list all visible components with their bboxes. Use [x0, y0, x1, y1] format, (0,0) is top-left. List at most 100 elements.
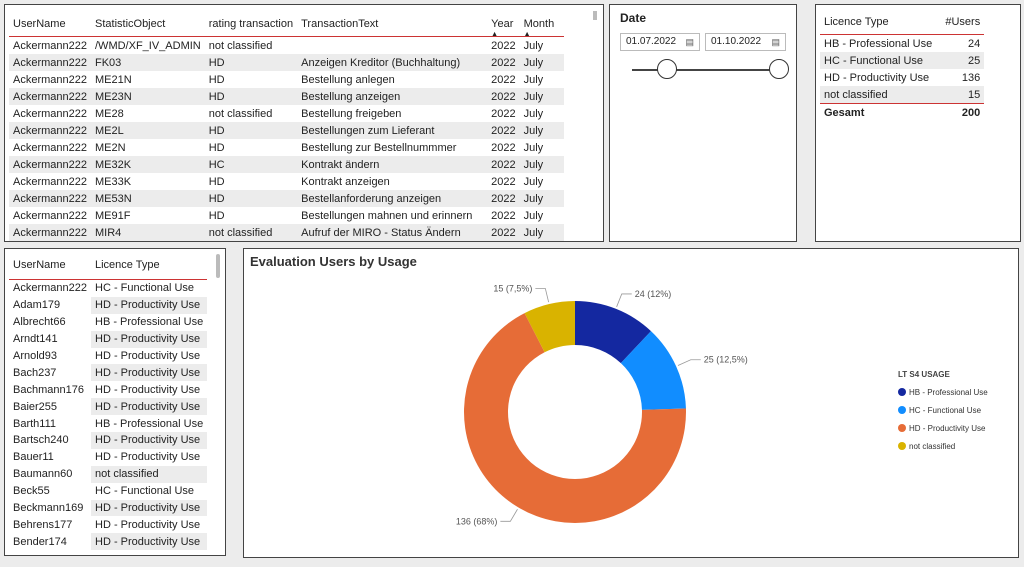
table-row[interactable]: Adam179 HD - Productivity Use [9, 296, 208, 314]
cell-licence-type: HB - Professional Use [95, 316, 204, 329]
legend-item[interactable]: HB - Professional Use [898, 383, 988, 401]
col-header-transactiontext[interactable]: TransactionText [301, 17, 379, 30]
table-row[interactable]: Arnold93 HD - Productivity Use [9, 348, 207, 365]
cell-username: Beckmann169 [13, 502, 84, 515]
col-header-username[interactable]: UserName [13, 17, 66, 30]
cell-transactiontext: Bestellungen mahnen und erinnern [301, 209, 473, 222]
table-row[interactable]: Albrecht66 HB - Professional Use [9, 314, 207, 331]
users-licence-table: UserName Licence Type Ackermann222 HC - F… [9, 251, 208, 551]
cell-username: Bachmann176 [13, 383, 84, 396]
start-slider-handle[interactable] [657, 59, 677, 79]
scrollbar-thumb[interactable] [593, 11, 597, 20]
cell-username: Ackermann222 [13, 282, 87, 295]
table-row[interactable]: Bartsch240 HD - Productivity Use [9, 432, 208, 449]
table-row[interactable]: Bach237 HD - Productivity Use [9, 364, 208, 382]
cell-username: Albrecht66 [13, 316, 66, 329]
cell-username: Ackermann222 [13, 124, 87, 137]
donut-slice[interactable] [464, 313, 686, 523]
table-row[interactable]: Ackermann222 FK03 HD Anzeigen Kreditor (Buc… [9, 54, 564, 71]
cell-licence-type: HD - Productivity Use [91, 330, 208, 348]
col-header-statisticobject[interactable]: StatisticObject [95, 17, 166, 30]
cell-year: 2022 [491, 90, 516, 103]
cell-transactiontext: Bestellung freigeben [301, 107, 402, 120]
col-header-username[interactable]: UserName [13, 259, 66, 271]
table-row[interactable]: Bauer11 HD - Productivity Use [9, 449, 207, 466]
cell-transactiontext: Aufruf der MIRO - Status Ändern [301, 226, 461, 239]
cell-username: Ackermann222 [13, 56, 87, 69]
col-header-rating[interactable]: rating transaction [208, 17, 294, 30]
col-header-licence-type[interactable]: Licence Type [95, 259, 160, 271]
table-row[interactable]: HD - Productivity Use 136 [820, 69, 984, 86]
col-header-year[interactable]: Year ▲ [487, 11, 519, 39]
sort-ascending-icon: ▲ [523, 31, 531, 38]
end-date-input[interactable]: 01.10.2022 ▤ [705, 33, 786, 51]
table-row[interactable]: Ackermann222 ME91F HD Bestellungen mahnen u… [9, 207, 564, 224]
calendar-icon[interactable]: ▤ [685, 37, 694, 47]
table-row[interactable]: HC - Functional Use 25 [820, 52, 985, 69]
calendar-icon[interactable]: ▤ [771, 37, 780, 47]
table-row[interactable]: not classified 15 [820, 86, 985, 104]
cell-transactiontext [297, 37, 487, 55]
data-label: 24 (12%) [635, 289, 672, 299]
table-row[interactable]: Ackermann222 HC - Functional Use [9, 280, 207, 297]
table-row[interactable]: Arndt141 HD - Productivity Use [9, 330, 208, 348]
table-row[interactable]: Beck55 HC - Functional Use [9, 483, 207, 500]
cell-statisticobject: ME28 [95, 107, 124, 120]
donut-slice[interactable] [575, 301, 651, 364]
cell-transactiontext: Kontrakt ändern [301, 158, 380, 171]
licence-summary-table: Licence Type #Users HB - Professional Us… [820, 10, 985, 122]
legend-item[interactable]: HD - Productivity Use [898, 419, 988, 437]
cell-user-count: 15 [967, 88, 981, 101]
cell-month: July [523, 39, 544, 52]
cell-username: Ackermann222 [13, 141, 87, 154]
legend-item[interactable]: not classified [898, 437, 988, 455]
donut-slice[interactable] [620, 331, 686, 410]
table-row[interactable]: Ackermann222 ME33K HD Kontrakt anzeigen 2022… [9, 173, 564, 190]
cell-licence-type: HB - Professional Use [824, 37, 933, 50]
cell-month: July [523, 175, 544, 188]
cell-username: Beck55 [13, 485, 50, 498]
table-row[interactable]: Ackermann222 ME32K HC Kontrakt ändern 2022 Ju… [9, 156, 564, 173]
table-row[interactable]: Ackermann222 ME2N HD Bestellung zur Bestell… [9, 139, 564, 156]
table-row[interactable]: Ackermann222 ME28 not classified Bestellung… [9, 105, 564, 122]
table-row[interactable]: Bender174 HD - Productivity Use [9, 533, 208, 551]
cell-rating: not classified [208, 107, 273, 120]
scrollbar-thumb[interactable] [216, 254, 220, 278]
cell-licence-type: HD - Productivity Use [95, 350, 201, 362]
table-row[interactable]: Ackermann222 ME21N HD Bestellung anlegen 202… [9, 71, 564, 88]
table-row[interactable]: Ackermann222 MIR4 not classified Aufruf der… [9, 224, 564, 241]
table-row[interactable]: Beckmann169 HD - Productivity Use [9, 499, 208, 517]
cell-month: July [523, 124, 544, 137]
col-header-users[interactable]: #Users [945, 16, 981, 28]
cell-statisticobject: MIR4 [95, 226, 122, 239]
end-slider-handle[interactable] [769, 59, 789, 79]
cell-username: Bach237 [13, 366, 57, 379]
cell-transactiontext: Bestellanforderung anzeigen [301, 192, 442, 205]
donut-slice[interactable] [524, 301, 575, 353]
table-row[interactable]: HB - Professional Use 24 [820, 35, 984, 53]
transactions-table-panel: UserName StatisticObject rating transact… [4, 4, 604, 242]
table-row[interactable]: Ackermann222 ME23N HD Bestellung anzeigen 20… [9, 88, 564, 105]
cell-username: Bauer11 [13, 451, 54, 464]
table-row[interactable]: Bachmann176 HD - Productivity Use [9, 381, 207, 398]
cell-username: Ackermann222 [13, 73, 87, 86]
cell-statisticobject: ME33K [95, 175, 132, 188]
data-label-leader [535, 288, 550, 303]
legend-label: HC - Functional Use [909, 405, 982, 415]
start-date-input[interactable]: 01.07.2022 ▤ [620, 33, 700, 51]
licence-header-row: Licence Type #Users [820, 10, 985, 35]
cell-licence-type: HD - Productivity Use [95, 383, 201, 396]
table-row[interactable]: Baier255 HD - Productivity Use [9, 398, 208, 416]
table-row[interactable]: Ackermann222 ME2L HD Bestellungen zum Liefe… [9, 122, 564, 139]
table-row[interactable]: Baumann60 not classified [9, 465, 208, 483]
cell-statisticobject: ME23N [95, 90, 132, 103]
cell-transactiontext: Bestellungen zum Lieferant [301, 124, 435, 137]
table-row[interactable]: Ackermann222 ME53N HD Bestellanforderung an… [9, 190, 564, 207]
table-row[interactable]: Barth111 HB - Professional Use [9, 415, 207, 432]
col-header-licence-type[interactable]: Licence Type [824, 16, 889, 28]
legend-item[interactable]: HC - Functional Use [898, 401, 988, 419]
table-row[interactable]: Behrens177 HD - Productivity Use [9, 516, 207, 533]
date-range-track[interactable] [632, 69, 778, 71]
col-header-month[interactable]: Month ▲ [520, 11, 564, 39]
table-row[interactable]: Ackermann222/WMD/XF_IV_ADMIN not classifi… [9, 37, 564, 55]
